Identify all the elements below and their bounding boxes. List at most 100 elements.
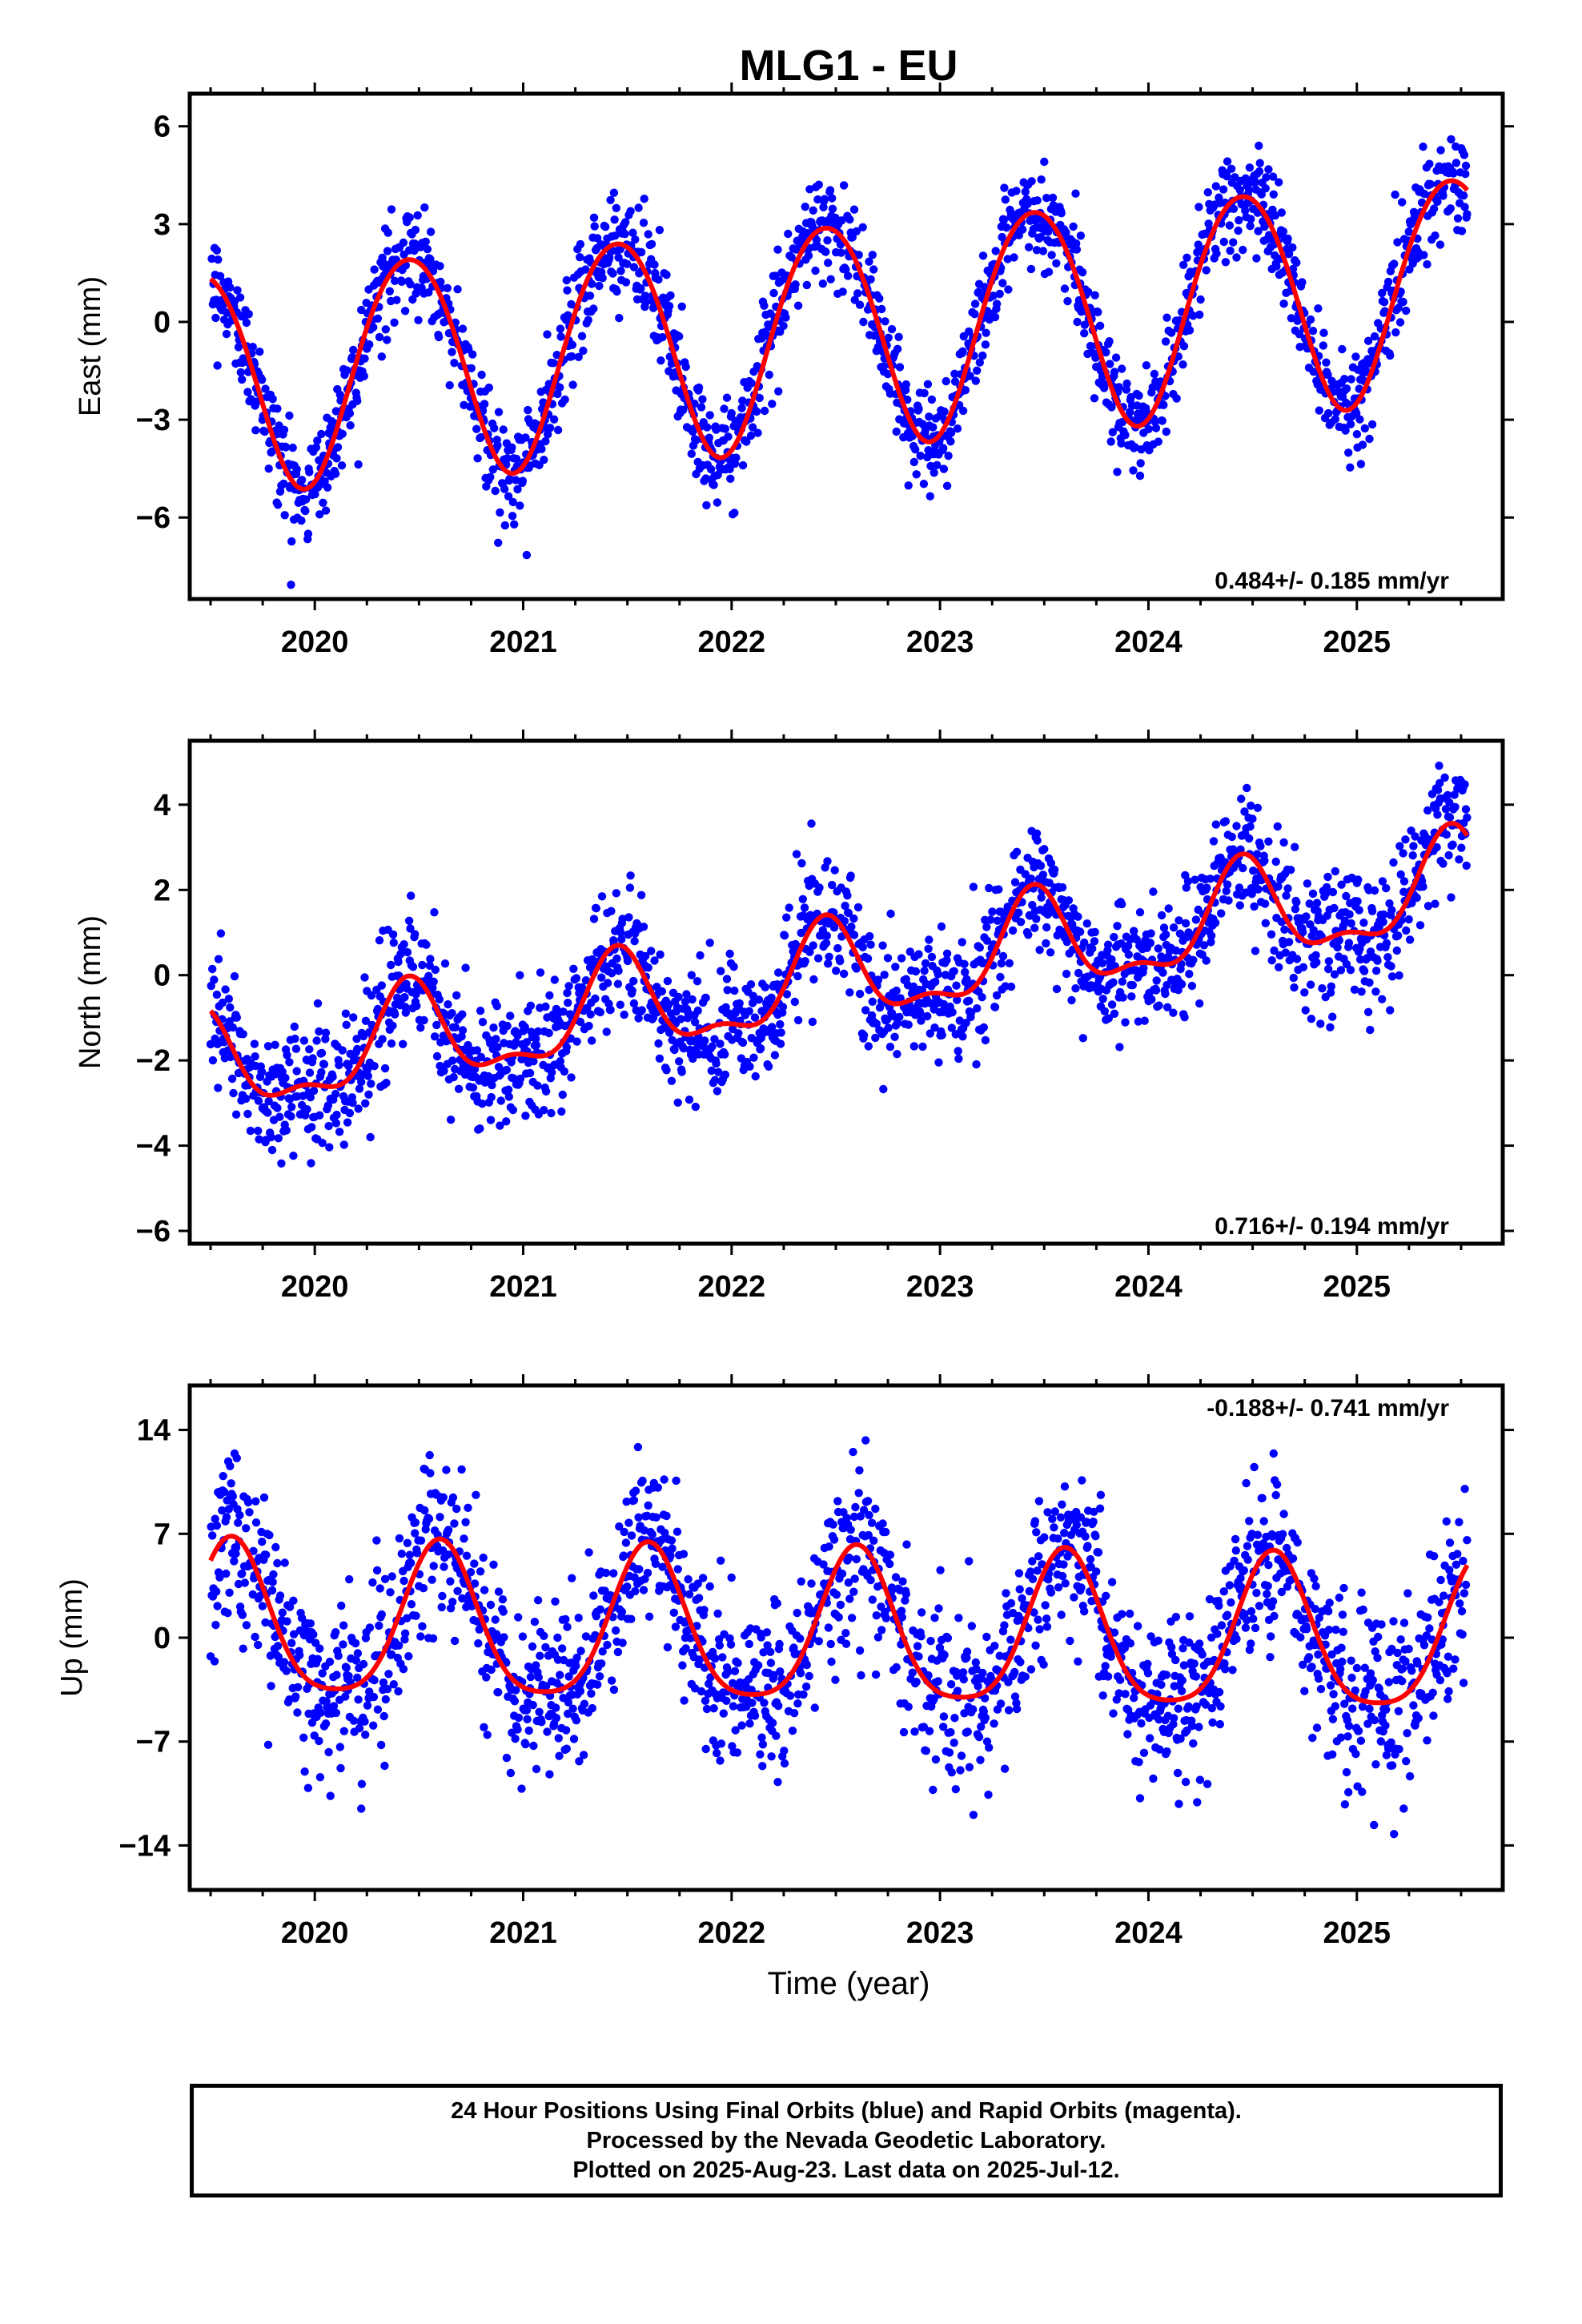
east-point (639, 219, 648, 227)
east-y-tick-label: 0 (154, 306, 171, 340)
east-point (1094, 308, 1102, 316)
north-point (1350, 985, 1359, 995)
east-point (1404, 227, 1413, 236)
up-point (211, 1620, 220, 1630)
north-point (370, 1062, 379, 1071)
up-point (474, 1638, 483, 1648)
north-point (647, 947, 656, 955)
east-point (656, 356, 665, 365)
north-point (613, 979, 623, 988)
up-point (438, 1591, 447, 1601)
north-point (303, 1105, 311, 1114)
east-point (360, 354, 369, 363)
east-point (995, 289, 1004, 299)
east-point (966, 372, 974, 380)
north-point (1118, 899, 1126, 909)
east-point (927, 395, 937, 404)
up-point (532, 1764, 541, 1774)
north-point (1405, 935, 1415, 944)
north-point (992, 991, 1002, 1000)
up-point (300, 1767, 309, 1776)
up-point (540, 1631, 548, 1640)
north-point (363, 1065, 372, 1074)
north-point (1392, 946, 1402, 955)
east-point (636, 283, 645, 293)
up-point (685, 1590, 694, 1599)
east-point (251, 426, 260, 435)
north-point (332, 1110, 341, 1120)
north-point (1385, 899, 1394, 908)
east-point (1380, 307, 1390, 316)
north-point (849, 914, 858, 923)
east-point (297, 476, 307, 485)
east-point (236, 368, 245, 377)
up-point (380, 1761, 389, 1771)
east-point (1435, 240, 1445, 249)
east-point (691, 436, 700, 445)
north-point (1290, 983, 1299, 992)
east-point (510, 520, 519, 529)
north-point (993, 916, 1002, 925)
east-point (721, 424, 730, 433)
east-point (1037, 175, 1046, 184)
north-point (550, 975, 559, 984)
up-point (267, 1586, 277, 1595)
north-point (879, 1084, 888, 1094)
north-point (440, 959, 450, 968)
east-point (784, 229, 793, 239)
up-point (718, 1653, 727, 1662)
north-point (1302, 912, 1311, 921)
east-point (1047, 251, 1056, 259)
east-point (563, 286, 572, 295)
up-point (230, 1557, 239, 1566)
up-point (498, 1595, 508, 1604)
east-point (612, 203, 620, 212)
east-point (946, 428, 956, 437)
north-point (307, 1123, 316, 1132)
up-point (810, 1703, 819, 1712)
east-point (1268, 172, 1278, 181)
north-fit-line (208, 821, 1470, 1098)
up-point (353, 1649, 363, 1658)
up-point (543, 1727, 552, 1736)
up-point (315, 1773, 325, 1782)
up-point (235, 1510, 244, 1520)
north-point (618, 915, 627, 923)
up-point (285, 1602, 295, 1611)
east-point (1102, 348, 1110, 357)
east-point (1453, 214, 1463, 223)
up-point (832, 1590, 841, 1599)
north-point (1370, 886, 1379, 895)
up-point (303, 1783, 313, 1792)
up-point (354, 1695, 363, 1704)
east-point (819, 203, 828, 211)
north-point (674, 992, 683, 1002)
up-point (693, 1579, 702, 1588)
east-point (516, 501, 524, 510)
up-point (368, 1578, 377, 1587)
east-frame (187, 91, 1505, 601)
east-point (1347, 375, 1355, 384)
east-point (1460, 151, 1469, 159)
north-point (1227, 832, 1237, 842)
north-point (1206, 875, 1215, 883)
north-point (331, 1119, 340, 1128)
east-point (1423, 259, 1431, 269)
north-point (1107, 955, 1116, 964)
north-point (1124, 950, 1134, 959)
north-point (335, 1060, 343, 1070)
north-point (212, 990, 222, 999)
east-point (1032, 246, 1042, 255)
north-point (800, 903, 809, 912)
east-point (1024, 243, 1034, 251)
east-point (875, 294, 884, 303)
up-point (762, 1628, 772, 1637)
north-y-axis-label: North (mm) (74, 915, 107, 1069)
east-point (458, 324, 468, 333)
up-point (472, 1490, 480, 1500)
east-point (494, 538, 503, 547)
up-point (908, 1668, 917, 1677)
up-point (600, 1586, 609, 1595)
north-point (630, 937, 639, 946)
up-point (716, 1756, 725, 1765)
